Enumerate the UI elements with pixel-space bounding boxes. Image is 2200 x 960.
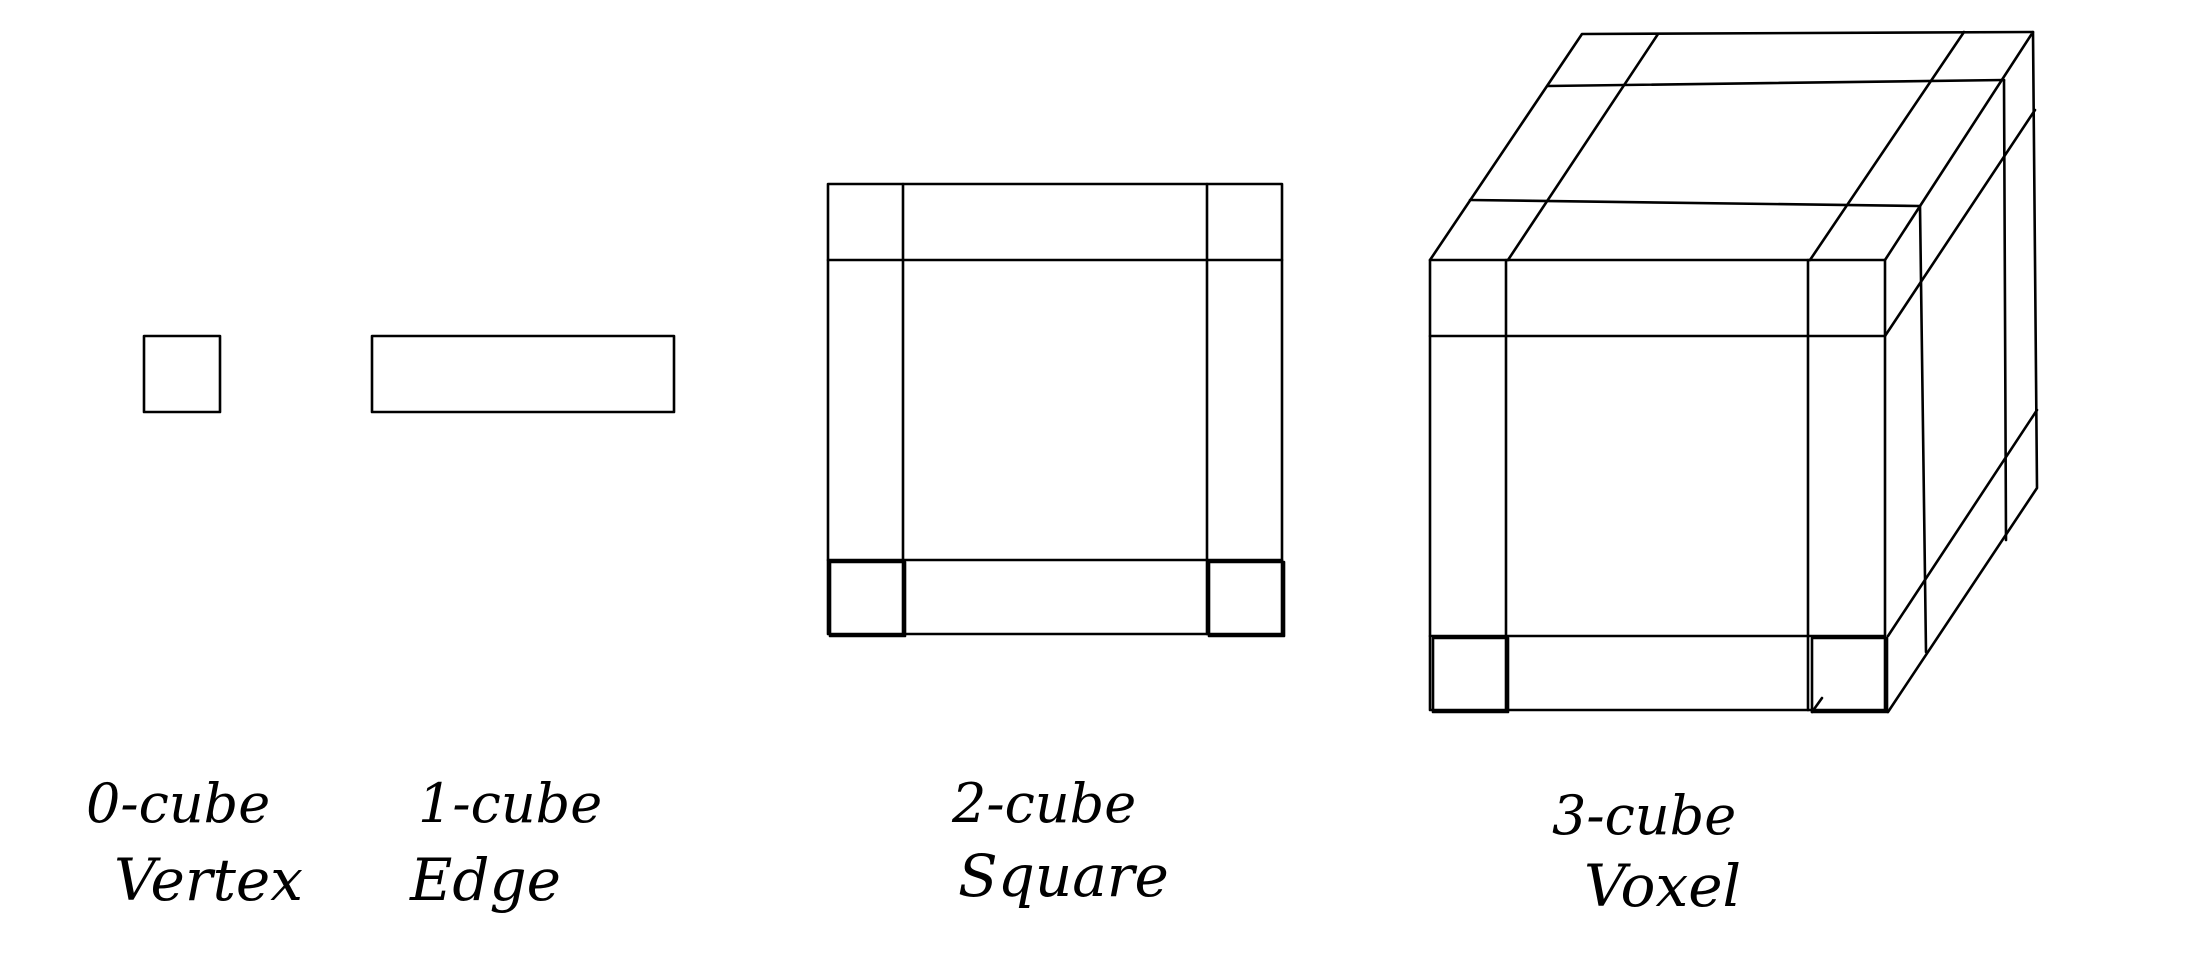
- edge-order-label: 1-cube: [418, 772, 602, 835]
- edge-figure: [370, 334, 676, 414]
- square-bottom-right-cell: [1207, 560, 1286, 638]
- voxel-right-top-divider: [1883, 108, 2037, 338]
- voxel-top-right-divider: [1808, 30, 1966, 262]
- square-figure: [826, 182, 1286, 638]
- voxel-top-face: [1428, 30, 2035, 262]
- square-outer: [826, 182, 1284, 636]
- square-bottom-left-cell: [828, 560, 907, 638]
- voxel-right-back-divider: [2002, 78, 2008, 542]
- square-order-label: 2-cube: [951, 772, 1136, 835]
- voxel-bottom-right-cell: [1810, 636, 1889, 714]
- voxel-name-label: Voxel: [1584, 852, 1741, 920]
- edge-rectangle: [370, 334, 676, 414]
- voxel-right-lower-edge: [1810, 696, 1824, 714]
- vertex-square: [142, 334, 222, 414]
- vertex-order-label: 0-cube: [86, 772, 270, 835]
- edge-name-label: Edge: [409, 846, 561, 914]
- square-name-label: Square: [958, 842, 1169, 910]
- voxel-top-left-divider: [1506, 32, 1660, 262]
- vertex-figure: [142, 334, 222, 414]
- voxel-right-bottom-divider: [1886, 408, 2039, 638]
- labels: 0-cube Vertex 1-cube Edge 2-cube Square …: [86, 772, 1741, 920]
- voxel-figure: [1428, 30, 2039, 714]
- voxel-top-front-divider: [1468, 198, 1922, 208]
- voxel-right-face: [1886, 30, 2039, 714]
- voxel-front-face: [1428, 258, 1887, 712]
- voxel-order-label: 3-cube: [1552, 784, 1736, 847]
- vertex-name-label: Vertex: [114, 846, 303, 914]
- voxel-bottom-left-cell: [1431, 636, 1510, 714]
- voxel-top-back-divider: [1546, 78, 2006, 88]
